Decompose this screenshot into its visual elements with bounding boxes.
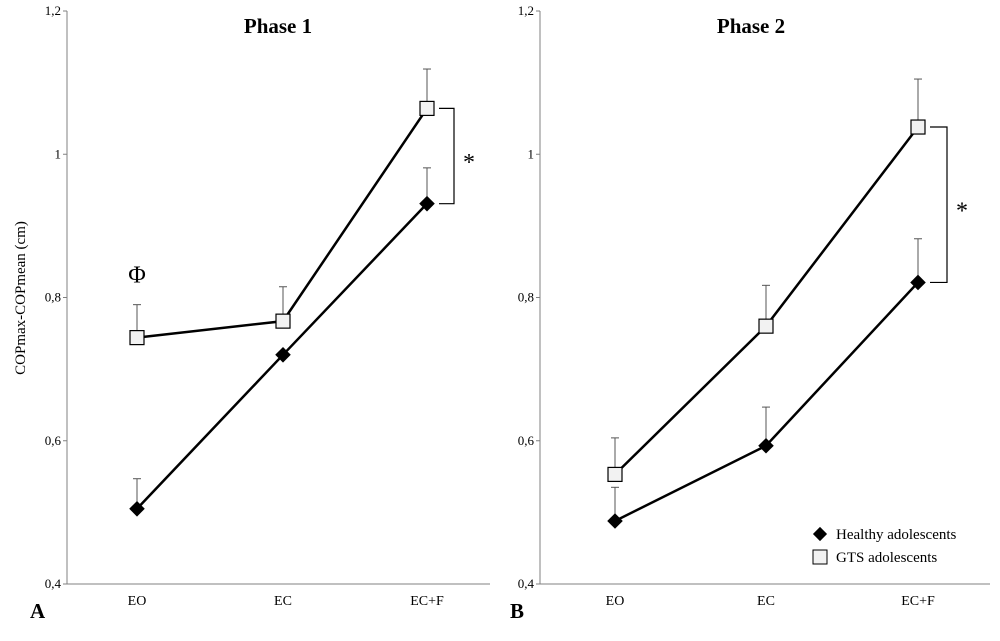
data-point-healthy: [419, 195, 435, 212]
data-point-gts: [910, 119, 926, 135]
x-tick-label: EC: [757, 594, 775, 609]
panel-a-plot: 0,4 0,6 0,8 1 1,2 EO EC EC+F Φ *: [45, 3, 490, 609]
legend-label-healthy: Healthy adolescents: [836, 527, 957, 543]
data-point-gts: [275, 313, 291, 329]
data-point-healthy: [607, 513, 623, 529]
panel-a: Phase 1 COPmax-COPmean (cm) A 0,4 0,6 0,8 1…: [13, 3, 490, 623]
legend-label-gts: GTS adolescents: [836, 550, 937, 566]
panel-b-title: Phase 2: [717, 14, 785, 38]
phi-marker: Φ: [128, 262, 146, 288]
data-point-gts: [419, 100, 435, 117]
panel-a-letter: A: [30, 599, 46, 623]
data-point-gts: [758, 318, 774, 334]
series-line-gts: [136, 107, 429, 339]
legend-marker-healthy: [812, 526, 828, 542]
y-tick-label: 1,2: [518, 3, 534, 18]
significance-bracket: [930, 126, 948, 284]
y-tick-label: 0,4: [518, 576, 535, 591]
y-tick-label: 1: [528, 146, 535, 161]
y-tick-label: 0,6: [518, 433, 535, 448]
panel-a-title: Phase 1: [244, 14, 312, 38]
significance-bracket: [439, 107, 455, 205]
x-tick-label: EC: [274, 594, 292, 609]
panel-b-letter: B: [510, 599, 524, 623]
significance-marker: *: [463, 150, 475, 176]
y-tick-label: 1,2: [45, 3, 61, 18]
panel-b-plot: 0,4 0,6 0,8 1 1,2 EO EC EC+F *: [518, 3, 990, 609]
legend-marker-gts: [812, 549, 828, 565]
data-point-gts: [129, 330, 145, 346]
data-point-healthy: [129, 501, 145, 517]
x-tick-label: EC+F: [410, 594, 444, 609]
x-tick-label: EC+F: [901, 594, 935, 609]
y-tick-label: 1: [55, 146, 62, 161]
y-axis-label: COPmax-COPmean (cm): [13, 221, 29, 375]
data-point-gts: [607, 466, 623, 483]
y-tick-label: 0,4: [45, 576, 62, 591]
y-tick-label: 0,8: [45, 290, 61, 305]
y-tick-label: 0,8: [518, 290, 534, 305]
y-tick-label: 0,6: [45, 433, 62, 448]
significance-marker: *: [956, 199, 968, 225]
legend: Healthy adolescents GTS adolescents: [812, 526, 957, 566]
x-tick-label: EO: [606, 594, 625, 609]
panel-b: Phase 2 B 0,4 0,6 0,8 1 1,2 EO EC EC+F * Healthy…: [510, 3, 990, 623]
x-tick-label: EO: [128, 594, 147, 609]
